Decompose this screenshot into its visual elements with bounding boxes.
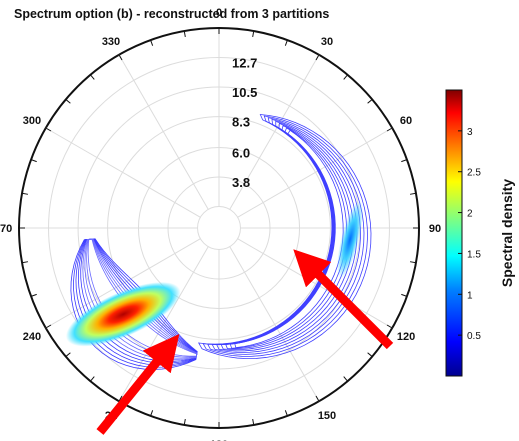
- spoke-60: [237, 127, 393, 218]
- angle-tick-220: [90, 376, 95, 382]
- spoke-300: [45, 127, 201, 218]
- angle-tick-70: [401, 159, 408, 163]
- spoke-240: [45, 238, 201, 329]
- colorbar-label: Spectral density: [499, 179, 515, 287]
- contour-east-2: [206, 117, 365, 355]
- radial-label-3: 10.5: [232, 85, 257, 100]
- contour-east-0: [197, 114, 372, 360]
- angle-tick-80: [409, 192, 417, 195]
- contour-east-5: [220, 122, 354, 351]
- angle-tick-20: [284, 39, 288, 46]
- angle-tick-30: [315, 54, 320, 61]
- colorbar-tick-label-2: 1.5: [467, 249, 481, 260]
- colorbar-gradient: [445, 89, 463, 377]
- angle-tick-230: [65, 352, 71, 357]
- angle-label-240: 240: [23, 331, 41, 343]
- angle-tick-10: [252, 30, 255, 38]
- colorbar-tick-label-3: 2: [467, 209, 473, 220]
- angle-tick-60: [386, 127, 393, 132]
- spoke-330: [118, 54, 209, 210]
- angle-tick-350: [183, 30, 186, 38]
- colorbar-tick-label-1: 1: [467, 290, 473, 301]
- angle-tick-110: [401, 293, 408, 297]
- angle-label-90: 90: [429, 223, 441, 235]
- angle-tick-50: [367, 99, 373, 104]
- spoke-150: [229, 246, 320, 402]
- angle-tick-310: [65, 99, 71, 104]
- angle-label-330: 330: [102, 36, 120, 48]
- radial-label-4: 12.7: [232, 56, 257, 71]
- angle-tick-170: [252, 418, 255, 426]
- angle-tick-190: [183, 418, 186, 426]
- spoke-30: [229, 54, 320, 210]
- angle-label-120: 120: [397, 331, 415, 343]
- contour-east-8: [234, 129, 344, 349]
- angle-tick-300: [45, 127, 52, 132]
- angle-labels: 030609012015018021240270300330: [0, 7, 441, 441]
- angle-tick-100: [409, 261, 417, 264]
- angle-tick-130: [367, 352, 373, 357]
- angle-label-270: 270: [0, 223, 12, 235]
- angle-tick-320: [90, 74, 95, 80]
- angle-label-150: 150: [318, 410, 336, 422]
- angle-tick-260: [21, 261, 29, 264]
- angle-tick-120: [386, 324, 393, 329]
- annotation-arrow-1: [293, 249, 394, 350]
- radial-label-0: 3.8: [232, 175, 250, 190]
- colorbar-tick-label-5: 3: [467, 127, 473, 138]
- radial-gridline-inner: [197, 206, 241, 250]
- contour-southwest-8: [87, 238, 198, 357]
- angle-tick-210: [118, 395, 123, 402]
- angle-tick-290: [30, 159, 37, 163]
- peak-southwest: [65, 281, 181, 347]
- angle-tick-330: [118, 54, 123, 61]
- contour-layer: [65, 114, 372, 370]
- angle-tick-160: [284, 410, 288, 417]
- angle-tick-140: [343, 376, 348, 382]
- spoke-120: [237, 238, 393, 329]
- angle-tick-340: [150, 39, 154, 46]
- angle-tick-150: [315, 395, 320, 402]
- angle-label-60: 60: [400, 115, 412, 127]
- peak-east: [337, 200, 364, 279]
- angle-label-30: 30: [321, 36, 333, 48]
- angle-label-180: 180: [210, 439, 228, 441]
- contour-east-3: [211, 118, 361, 353]
- colorbar-tick-label-4: 2.5: [467, 168, 481, 179]
- annotation-arrow-0: [96, 334, 180, 435]
- radial-labels: 3.8 6.0 8.3 10.5 12.7: [232, 56, 257, 190]
- angle-tick-250: [30, 293, 37, 297]
- angle-tick-200: [150, 410, 154, 417]
- angle-tick-40: [343, 74, 348, 80]
- radial-label-2: 8.3: [232, 115, 250, 130]
- colorbar-tick-label-0: 0.5: [467, 331, 481, 342]
- angle-tick-240: [45, 324, 52, 329]
- angle-tick-280: [21, 192, 29, 195]
- annotation-arrows: [96, 249, 394, 435]
- angle-label-0: 0: [216, 7, 222, 19]
- contour-east-6: [225, 124, 351, 350]
- angle-label-300: 300: [23, 115, 41, 127]
- chart-title: Spectrum option (b) - reconstructed from…: [14, 7, 329, 21]
- spoke-210: [118, 246, 209, 402]
- colorbar: 0.5 1 1.5 2 2.5 3 Spectral density: [445, 89, 515, 377]
- radial-label-1: 6.0: [232, 145, 250, 160]
